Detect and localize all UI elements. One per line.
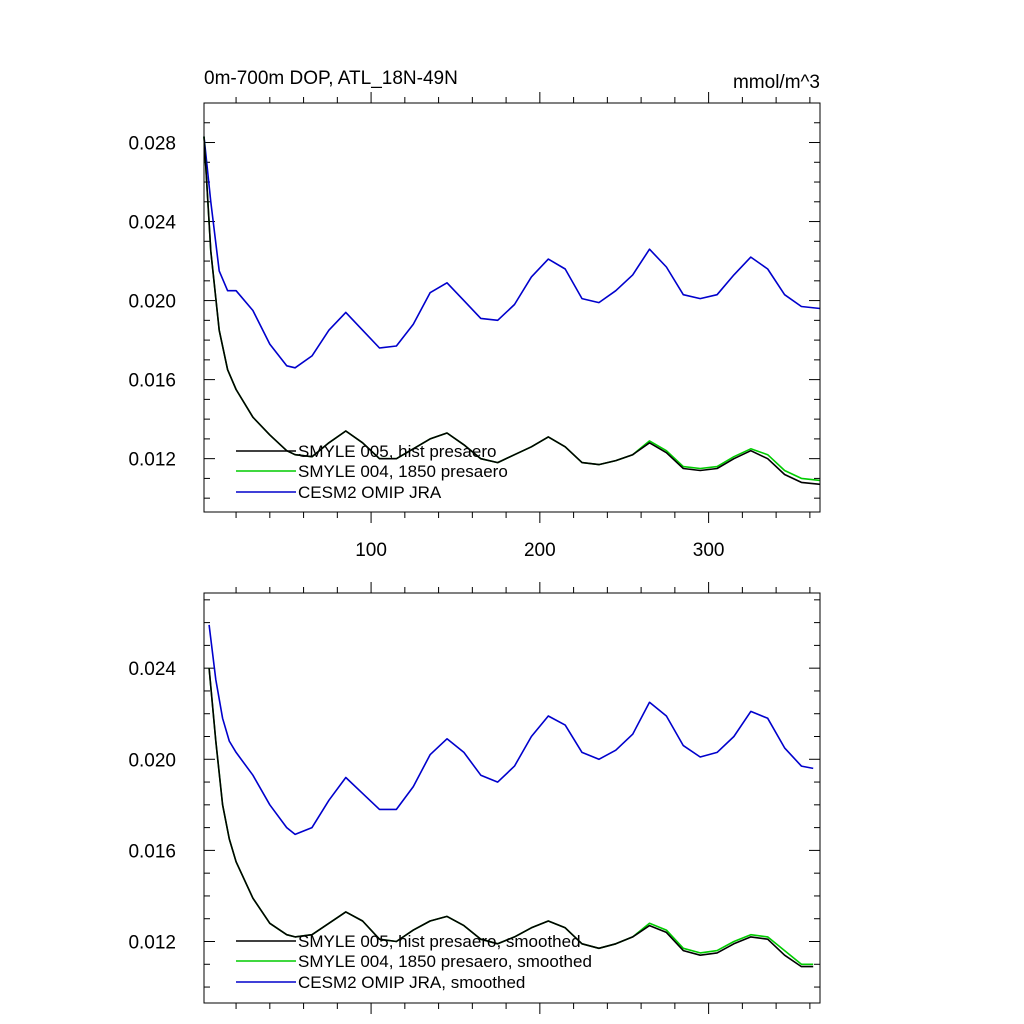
series-lines — [208, 624, 814, 968]
x-tick-label: 300 — [693, 540, 725, 561]
plot-frame — [203, 592, 821, 1004]
legend-label-smyle-004-smoothed: SMYLE 004, 1850 presaero, smoothed — [298, 952, 592, 971]
series-line-smyle-004-1850-presaero-smoothed — [208, 668, 814, 966]
top-panel: 0m-700m DOP, ATL_18N-49N mmol/m^3 0.0120… — [128, 68, 821, 561]
y-tick-label: 0.028 — [128, 134, 176, 155]
series-lines — [203, 136, 821, 486]
legend-label-smyle-004: SMYLE 004, 1850 presaero — [298, 462, 508, 481]
legend: SMYLE 005, hist presaero SMYLE 004, 1850… — [236, 442, 508, 502]
legend-label-cesm2-omip: CESM2 OMIP JRA — [298, 483, 442, 502]
ticks — [204, 92, 820, 523]
legend: SMYLE 005, hist presaero, smoothed SMYLE… — [236, 932, 592, 992]
y-tick-label: 0.012 — [128, 450, 176, 471]
y-tick-label: 0.020 — [128, 750, 176, 771]
y-tick-label: 0.024 — [128, 213, 176, 234]
y-tick-label: 0.020 — [128, 292, 176, 313]
legend-label-smyle-005-smoothed: SMYLE 005, hist presaero, smoothed — [298, 932, 581, 951]
series-line-smyle-005-hist-presaero — [203, 136, 821, 486]
series-line-cesm2-omip-jra-smoothed — [208, 624, 814, 836]
x-tick-label: 200 — [524, 540, 556, 561]
y-tick-label: 0.024 — [128, 659, 176, 680]
chart-title: 0m-700m DOP, ATL_18N-49N — [204, 68, 458, 89]
y-tick-label: 0.016 — [128, 841, 176, 862]
ticks — [204, 582, 820, 1014]
y-tick-label: 0.012 — [128, 933, 176, 954]
y-tick-label: 0.016 — [128, 371, 176, 392]
series-line-smyle-005-hist-presaero-smoothed — [208, 668, 814, 968]
plot-frame — [203, 102, 821, 513]
legend-label-smyle-005: SMYLE 005, hist presaero — [298, 442, 496, 461]
tick-labels: 0.012 0.016 0.020 0.024 — [128, 659, 176, 953]
units-label: mmol/m^3 — [733, 72, 820, 93]
legend-label-cesm2-omip-smoothed: CESM2 OMIP JRA, smoothed — [298, 973, 525, 992]
x-tick-label: 100 — [355, 540, 387, 561]
bottom-panel: 0.012 0.016 0.020 0.024 SMYLE 005, hist pre… — [128, 582, 821, 1014]
tick-labels: 0.012 0.016 0.020 0.024 0.028 100 200 300 — [128, 134, 724, 561]
series-line-cesm2-omip-jra — [203, 136, 821, 369]
series-line-smyle-004-1850-presaero — [203, 136, 821, 482]
